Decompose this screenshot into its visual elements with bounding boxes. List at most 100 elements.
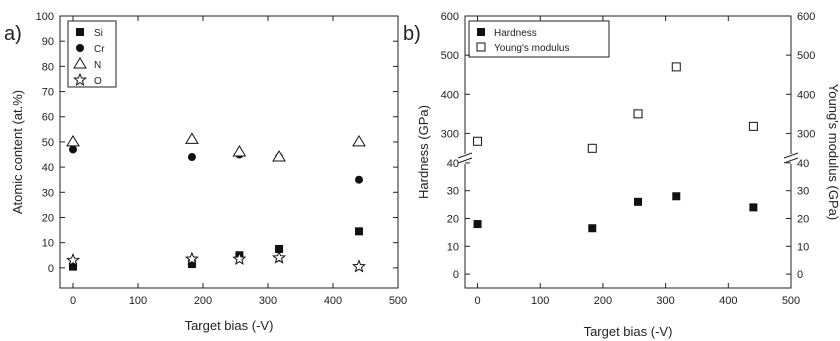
legend-label-hardness: Hardness [494,28,537,39]
panel-a-chart: a) 0 100 200 300 400 500 0 10 20 30 40 50 60 70 80 90 1… [4,11,407,333]
data-point-si [187,260,196,269]
panel-b-x-axis-label: Target bias (-V) [584,324,673,339]
legend-marker-n [73,57,87,69]
data-point-n [66,134,80,147]
right-y-tick-label: 30 [797,186,809,198]
right-y-tick-label: 40 [797,158,809,170]
legend-label-o: O [94,76,102,87]
right-y-tick-label: 10 [797,241,809,253]
y-tick-label: 60 [42,112,54,124]
panel-a-label: a) [4,23,22,45]
legend-marker-si [76,28,84,36]
y-tick-label: 30 [42,187,54,199]
legend-marker-young-s-modulus [476,42,486,52]
x-tick-label: 100 [129,295,147,307]
data-point-young-s-modulus [473,136,483,146]
panel-a-data-marks [66,132,366,273]
data-point-young-s-modulus [633,109,643,119]
panel-a-y-axis-label: Atomic content (at.%) [10,90,25,214]
right-y-tick-label: 0 [797,269,803,281]
data-point-hardness [672,192,681,201]
data-point-si [275,244,284,253]
y-tick-label: 10 [42,238,54,250]
y-tick-label: 40 [42,162,54,174]
data-point-si [69,262,77,271]
legend-label-cr: Cr [94,44,105,55]
data-point-n [185,132,199,144]
data-point-hardness [473,220,482,229]
left-y-tick-label: 300 [441,128,459,140]
legend-label-young-s-modulus: Young's modulus [494,43,569,54]
right-y-tick-label: 400 [797,89,815,101]
panel-a-legend: Si Cr NO [67,20,117,88]
data-point-o [352,259,366,273]
axis-break-mark-left [457,152,473,164]
axis-break-mark-right [783,152,799,164]
x-tick-label: 0 [70,295,76,307]
data-point-young-s-modulus [587,143,597,153]
panel-b-right-y-ticks: 0 10 20 30 40 300 400 500 600 [786,11,815,281]
panel-b-x-ticks: 0 100 200 300 400 500 [474,16,800,307]
left-y-tick-label: 10 [447,241,459,253]
right-y-tick-label: 500 [797,50,815,62]
x-tick-label: 500 [782,295,800,307]
panel-b-legend-box [468,20,610,58]
panel-a-plot-frame [59,15,399,289]
x-tick-label: 200 [194,295,212,307]
left-y-tick-label: 0 [453,269,459,281]
panel-a-y-ticks: 0 10 20 30 40 50 60 70 80 90 100 [36,11,398,275]
right-y-tick-label: 20 [797,214,809,226]
left-y-tick-label: 40 [447,158,459,170]
data-point-o [184,251,200,266]
data-point-young-s-modulus [748,121,758,131]
data-point-cr [69,145,77,154]
y-tick-label: 100 [36,11,54,23]
right-y-tick-label: 600 [797,11,815,23]
data-point-o [232,251,247,266]
data-point-n [272,150,286,162]
x-tick-label: 400 [324,295,342,307]
y-tick-label: 0 [48,263,54,275]
legend-label-si: Si [94,28,103,39]
left-y-tick-label: 20 [447,214,459,226]
panel-b-data-marks [473,62,758,233]
left-y-tick-label: 30 [447,186,459,198]
panel-b-left-y-ticks: 0 10 20 30 40 300 400 500 600 [441,11,470,281]
x-tick-label: 300 [656,295,674,307]
data-point-cr [355,175,363,184]
legend-marker-o [73,72,87,87]
y-tick-label: 50 [42,137,54,149]
data-point-hardness [749,203,758,212]
y-tick-label: 80 [42,61,54,73]
data-point-n [232,145,247,157]
left-y-tick-label: 400 [441,89,459,101]
legend-label-n: N [94,60,101,71]
x-tick-label: 500 [389,295,407,307]
x-tick-label: 0 [474,295,480,307]
data-point-n [352,134,366,147]
y-tick-label: 20 [42,212,54,224]
data-point-hardness [588,224,597,233]
left-y-tick-label: 500 [441,50,459,62]
x-tick-label: 200 [594,295,612,307]
x-tick-label: 400 [719,295,737,307]
y-tick-label: 90 [42,36,54,48]
data-point-o [271,250,287,264]
right-y-tick-label: 300 [797,128,815,140]
y-tick-label: 70 [42,87,54,99]
panel-b-plot-frame [464,15,792,289]
panel-b-legend: Hardness Young's modulus [468,20,610,58]
x-tick-label: 300 [259,295,277,307]
left-y-tick-label: 600 [441,11,459,23]
panel-a-legend-box [67,20,117,88]
data-point-cr [187,153,196,162]
data-point-young-s-modulus [671,62,681,72]
panel-a-x-ticks: 0 100 200 300 400 500 [70,16,407,307]
panel-b-label: b) [403,23,421,45]
panel-b-left-y-axis-label: Hardness (GPa) [416,105,431,199]
data-point-si [355,227,363,236]
panel-b-right-y-axis-label: Young's modulus (GPa) [826,84,840,220]
legend-marker-hardness [477,28,485,36]
x-tick-label: 100 [531,295,549,307]
